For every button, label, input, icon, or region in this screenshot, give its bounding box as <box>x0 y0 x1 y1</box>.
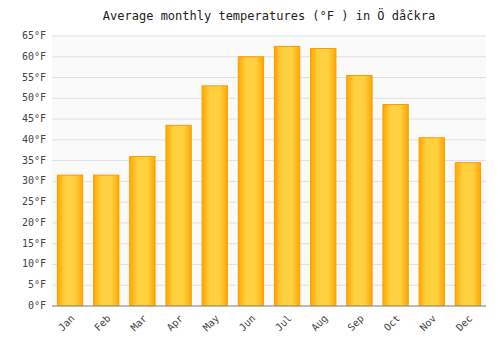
title: Average monthly temperatures (°F ) in Ö … <box>103 7 435 23</box>
grid-line <box>52 98 486 99</box>
y-tick-label: 35°F <box>22 155 46 166</box>
bar <box>347 75 372 306</box>
plot-background <box>52 36 486 306</box>
x-axis-line <box>52 306 486 307</box>
x-tick-label: Sep <box>345 313 366 334</box>
x-tick-label: Nov <box>418 313 439 334</box>
y-axis: 0°F 5°F 10°F 15°F 20°F 25°F 30°F 35°F 40°F 45°F 50… <box>22 30 486 311</box>
bar <box>455 163 480 306</box>
x-tick-label: Jun <box>237 313 258 334</box>
bar <box>202 86 227 306</box>
x-tick-label: Jul <box>273 313 294 334</box>
y-tick-label: 50°F <box>22 92 46 103</box>
y-tick-label: 20°F <box>22 217 46 228</box>
x-axis: Jan Feb Mar Apr May Jun Jul Aug Sep Oct Nov Dec <box>56 313 474 334</box>
y-tick-label: 25°F <box>22 196 46 207</box>
y-tick-label: 55°F <box>22 72 46 83</box>
x-tick-label: Jan <box>56 313 77 334</box>
y-tick-label: 40°F <box>22 134 46 145</box>
bars <box>57 46 480 306</box>
y-tick-label: 45°F <box>22 113 46 124</box>
y-tick-label: 10°F <box>22 258 46 269</box>
bar <box>166 125 191 306</box>
x-tick-label: Mar <box>128 313 149 334</box>
x-tick-label: Feb <box>92 313 113 334</box>
y-tick-label: 15°F <box>22 238 46 249</box>
y-tick-label: 0°F <box>28 300 46 311</box>
grid-line <box>52 56 486 57</box>
grid-line <box>52 36 486 37</box>
y-tick-label: 60°F <box>22 51 46 62</box>
grid-line <box>52 119 486 120</box>
bar <box>311 48 336 306</box>
x-tick-label: Apr <box>165 313 186 334</box>
chart: 0°F 5°F 10°F 15°F 20°F 25°F 30°F 35°F 40°F 45°F 50… <box>0 0 500 350</box>
y-tick-label: 30°F <box>22 175 46 186</box>
bar <box>419 138 444 306</box>
x-tick-label: May <box>201 313 222 334</box>
y-tick-label: 5°F <box>28 279 46 290</box>
bar <box>383 105 408 306</box>
x-tick-label: Aug <box>309 313 330 334</box>
bar <box>94 175 119 306</box>
bar <box>130 156 155 306</box>
bar <box>57 175 82 306</box>
grid-line <box>52 306 486 307</box>
x-tick-label: Oct <box>382 313 403 334</box>
grid-line <box>52 77 486 78</box>
bar <box>274 46 299 306</box>
bar <box>238 57 263 306</box>
x-tick-label: Dec <box>454 313 475 334</box>
y-tick-label: 65°F <box>22 30 46 41</box>
